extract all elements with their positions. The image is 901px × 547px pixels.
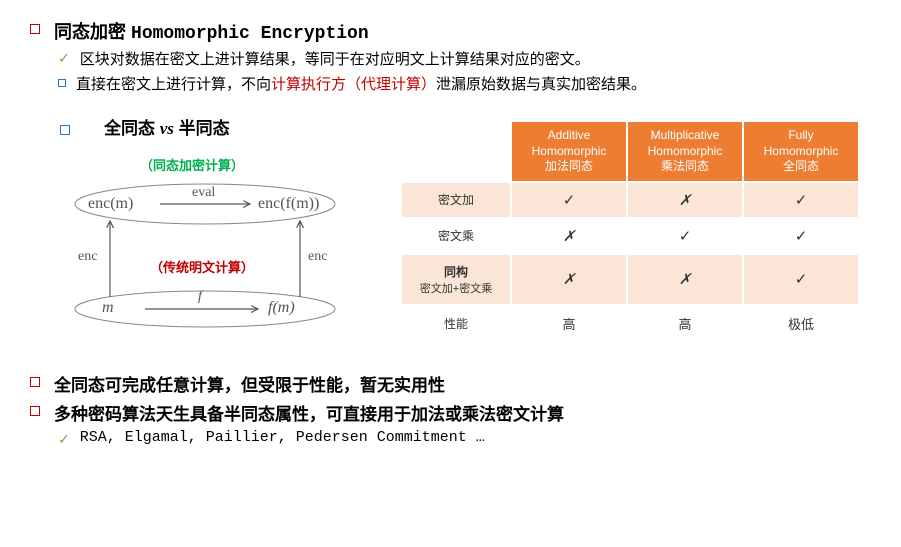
diagram-green-label: （同态加密计算）: [140, 155, 244, 174]
r4-c2: 高: [627, 305, 743, 342]
node-enc-fm: enc(f(m)): [258, 195, 319, 213]
r2-c3: ✓: [743, 218, 859, 254]
right-column: Additive Homomorphic 加法同态 Multiplicative…: [400, 114, 871, 343]
vs-text: 全同态 vs 半同态: [104, 114, 230, 139]
r4-c3: 极低: [743, 305, 859, 342]
node-fm: f(m): [268, 299, 295, 317]
r1-c1: ✓: [511, 182, 627, 218]
table-row: 性能 高 高 极低: [401, 305, 859, 342]
diagram-red-label: （传统明文计算）: [150, 257, 254, 276]
label-enc-right: enc: [308, 249, 327, 265]
title-text: 同态加密 Homomorphic Encryption: [54, 18, 369, 44]
table-row: 密文加 ✓ ✗ ✓: [401, 182, 859, 218]
sub-bullet-1-text: 区块对数据在密文上进计算结果，等同于在对应明文上计算结果对应的密文。: [80, 48, 590, 69]
vs-full: 全同态: [104, 119, 155, 138]
node-enc-m: enc(m): [88, 195, 133, 213]
square-bullet-icon: [30, 406, 40, 416]
b2-pre: 直接在密文上进行计算，不向: [76, 76, 271, 93]
square-bullet-small-icon: [58, 79, 66, 87]
table-row: 同构 密文加+密文乘 ✗ ✗ ✓: [401, 254, 859, 305]
sub-bullet-2-text: 直接在密文上进行计算，不向计算执行方（代理计算）泄漏原始数据与真实加密结果。: [76, 73, 646, 94]
bottom-bullet-1: 全同态可完成任意计算，但受限于性能，暂无实用性: [30, 371, 871, 396]
check-icon: ✓: [58, 50, 70, 67]
diagram-svg: [50, 149, 370, 339]
th-empty: [401, 121, 511, 182]
square-bullet-blue-icon: [60, 125, 70, 135]
r3-c2: ✗: [627, 254, 743, 305]
r1-label: 密文加: [401, 182, 511, 218]
bottom-section: 全同态可完成任意计算，但受限于性能，暂无实用性 多种密码算法天生具备半同态属性，…: [30, 371, 871, 448]
th-additive: Additive Homomorphic 加法同态: [511, 121, 627, 182]
label-eval: eval: [192, 185, 215, 201]
vs-word: vs: [160, 119, 174, 138]
r1-c3: ✓: [743, 182, 859, 218]
check-icon: ✓: [58, 431, 70, 448]
r2-c1: ✗: [511, 218, 627, 254]
bottom-b3-text: RSA, Elgamal, Paillier, Pedersen Commitm…: [80, 429, 485, 446]
r2-label: 密文乘: [401, 218, 511, 254]
title-zh: 同态加密: [54, 22, 126, 42]
r4-label: 性能: [401, 305, 511, 342]
th-multiplicative: Multiplicative Homomorphic 乘法同态: [627, 121, 743, 182]
sub-bullet-1: ✓ 区块对数据在密文上进计算结果，等同于在对应明文上计算结果对应的密文。: [30, 48, 871, 69]
r4-c1: 高: [511, 305, 627, 342]
table-row: 密文乘 ✗ ✓ ✓: [401, 218, 859, 254]
r3-c3: ✓: [743, 254, 859, 305]
r3-c1: ✗: [511, 254, 627, 305]
bottom-b2-text: 多种密码算法天生具备半同态属性，可直接用于加法或乘法密文计算: [54, 400, 564, 425]
title-en: Homomorphic Encryption: [131, 24, 369, 44]
title-line: 同态加密 Homomorphic Encryption: [30, 18, 871, 44]
b2-post: 泄漏原始数据与真实加密结果。: [436, 76, 646, 93]
bottom-bullet-3: ✓ RSA, Elgamal, Paillier, Pedersen Commi…: [30, 429, 871, 448]
label-enc-left: enc: [78, 249, 97, 265]
r2-c2: ✓: [627, 218, 743, 254]
vs-heading: 全同态 vs 半同态: [60, 114, 400, 139]
section-2: 全同态 vs 半同态: [30, 114, 871, 343]
vs-half: 半同态: [179, 119, 230, 138]
bottom-b1-text: 全同态可完成任意计算，但受限于性能，暂无实用性: [54, 371, 445, 396]
r1-c2: ✗: [627, 182, 743, 218]
square-bullet-icon: [30, 377, 40, 387]
node-m: m: [102, 299, 114, 317]
homomorphic-diagram: （同态加密计算） （传统明文计算） enc(m) enc(f(m)) m f(m…: [50, 149, 370, 339]
sub-bullet-2: 直接在密文上进行计算，不向计算执行方（代理计算）泄漏原始数据与真实加密结果。: [30, 73, 871, 94]
r3-label: 同构 密文加+密文乘: [401, 254, 511, 305]
label-f: f: [198, 289, 202, 305]
homomorphic-table: Additive Homomorphic 加法同态 Multiplicative…: [400, 120, 860, 343]
square-bullet-icon: [30, 24, 40, 34]
th-fully: Fully Homomorphic 全同态: [743, 121, 859, 182]
bottom-bullet-2: 多种密码算法天生具备半同态属性，可直接用于加法或乘法密文计算: [30, 400, 871, 425]
b2-red: 计算执行方（代理计算）: [271, 76, 436, 93]
table-header-row: Additive Homomorphic 加法同态 Multiplicative…: [401, 121, 859, 182]
left-column: 全同态 vs 半同态: [30, 114, 400, 343]
